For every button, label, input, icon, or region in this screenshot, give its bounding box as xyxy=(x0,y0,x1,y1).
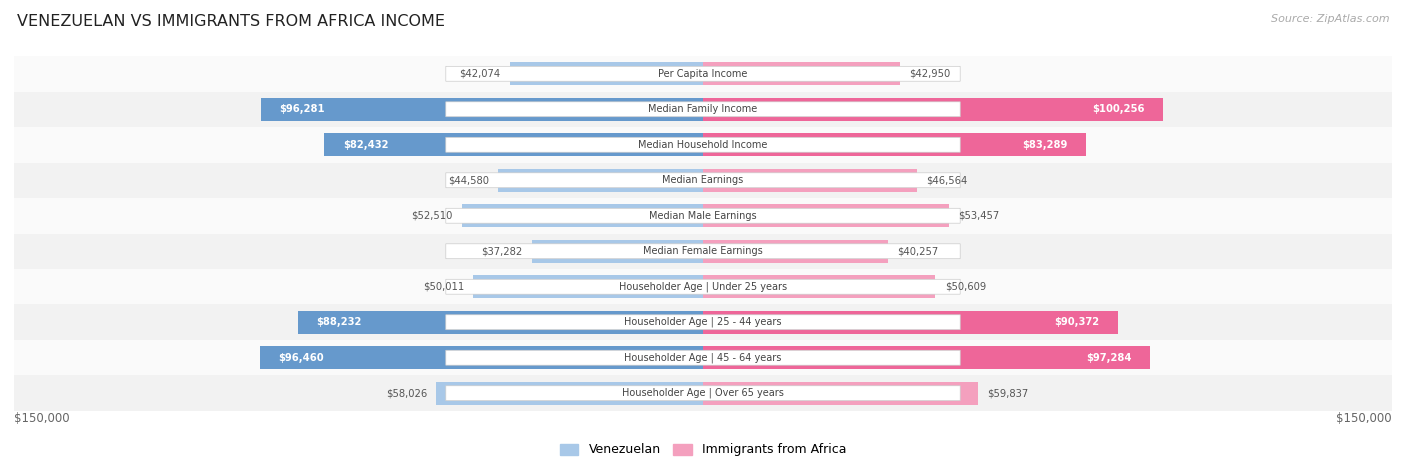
FancyBboxPatch shape xyxy=(446,208,960,223)
Bar xyxy=(703,240,889,263)
Text: $59,837: $59,837 xyxy=(987,388,1028,398)
Bar xyxy=(703,62,900,85)
FancyBboxPatch shape xyxy=(446,137,960,152)
Bar xyxy=(498,169,703,192)
Bar xyxy=(703,204,949,227)
Text: $88,232: $88,232 xyxy=(316,317,361,327)
Bar xyxy=(14,375,1392,411)
Text: $53,457: $53,457 xyxy=(957,211,998,221)
FancyBboxPatch shape xyxy=(446,386,960,401)
FancyBboxPatch shape xyxy=(446,315,960,330)
Bar xyxy=(260,346,703,369)
Text: $46,564: $46,564 xyxy=(927,175,967,185)
Text: Source: ZipAtlas.com: Source: ZipAtlas.com xyxy=(1271,14,1389,24)
Text: VENEZUELAN VS IMMIGRANTS FROM AFRICA INCOME: VENEZUELAN VS IMMIGRANTS FROM AFRICA INC… xyxy=(17,14,444,29)
Bar xyxy=(14,269,1392,304)
Text: Median Female Earnings: Median Female Earnings xyxy=(643,246,763,256)
Text: Householder Age | Under 25 years: Householder Age | Under 25 years xyxy=(619,282,787,292)
Text: $96,281: $96,281 xyxy=(280,104,325,114)
Bar xyxy=(703,311,1118,334)
Text: $150,000: $150,000 xyxy=(1336,412,1392,425)
Bar xyxy=(298,311,703,334)
Bar xyxy=(703,133,1085,156)
Text: $44,580: $44,580 xyxy=(449,175,489,185)
Text: Householder Age | 45 - 64 years: Householder Age | 45 - 64 years xyxy=(624,353,782,363)
Text: Per Capita Income: Per Capita Income xyxy=(658,69,748,79)
Bar xyxy=(14,234,1392,269)
Bar xyxy=(461,204,703,227)
FancyBboxPatch shape xyxy=(446,66,960,81)
Bar xyxy=(14,127,1392,163)
Legend: Venezuelan, Immigrants from Africa: Venezuelan, Immigrants from Africa xyxy=(555,439,851,461)
Text: $42,074: $42,074 xyxy=(460,69,501,79)
Bar xyxy=(14,163,1392,198)
Bar xyxy=(474,275,703,298)
FancyBboxPatch shape xyxy=(446,279,960,294)
Bar xyxy=(436,382,703,405)
Bar xyxy=(703,275,935,298)
Text: $50,609: $50,609 xyxy=(945,282,986,292)
Text: Median Earnings: Median Earnings xyxy=(662,175,744,185)
Text: $83,289: $83,289 xyxy=(1022,140,1067,150)
Text: $40,257: $40,257 xyxy=(897,246,938,256)
Text: $150,000: $150,000 xyxy=(14,412,70,425)
Text: $100,256: $100,256 xyxy=(1092,104,1144,114)
Bar xyxy=(703,346,1150,369)
Text: $50,011: $50,011 xyxy=(423,282,464,292)
Text: $82,432: $82,432 xyxy=(343,140,388,150)
Text: Householder Age | Over 65 years: Householder Age | Over 65 years xyxy=(621,388,785,398)
Text: Householder Age | 25 - 44 years: Householder Age | 25 - 44 years xyxy=(624,317,782,327)
Text: $97,284: $97,284 xyxy=(1085,353,1132,363)
Text: $37,282: $37,282 xyxy=(481,246,523,256)
Text: $42,950: $42,950 xyxy=(910,69,950,79)
Bar xyxy=(703,382,977,405)
Bar xyxy=(14,56,1392,92)
Text: $90,372: $90,372 xyxy=(1054,317,1099,327)
Bar xyxy=(14,340,1392,375)
Text: $58,026: $58,026 xyxy=(387,388,427,398)
Text: $96,460: $96,460 xyxy=(278,353,323,363)
Text: Median Family Income: Median Family Income xyxy=(648,104,758,114)
FancyBboxPatch shape xyxy=(446,173,960,188)
Bar xyxy=(703,98,1164,121)
Text: Median Household Income: Median Household Income xyxy=(638,140,768,150)
FancyBboxPatch shape xyxy=(446,244,960,259)
Bar xyxy=(703,169,917,192)
Bar xyxy=(14,92,1392,127)
FancyBboxPatch shape xyxy=(446,102,960,117)
Text: Median Male Earnings: Median Male Earnings xyxy=(650,211,756,221)
Bar xyxy=(325,133,703,156)
Bar xyxy=(510,62,703,85)
Bar xyxy=(14,198,1392,234)
Bar xyxy=(14,304,1392,340)
Bar xyxy=(531,240,703,263)
Bar xyxy=(260,98,703,121)
FancyBboxPatch shape xyxy=(446,350,960,365)
Text: $52,510: $52,510 xyxy=(412,211,453,221)
